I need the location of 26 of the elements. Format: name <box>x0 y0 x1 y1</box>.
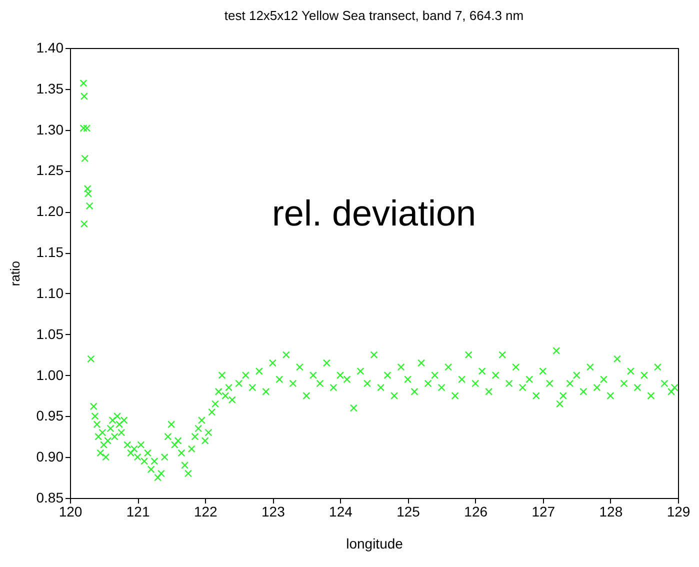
x-tick-label: 122 <box>194 504 218 520</box>
chart-title: test 12x5x12 Yellow Sea transect, band 7, 664.3 nm <box>224 8 524 23</box>
y-tick-label: 0.95 <box>36 408 64 424</box>
y-tick-label: 1.10 <box>36 284 64 301</box>
x-tick-label: 128 <box>599 504 623 520</box>
y-tick-label: 1.05 <box>36 326 64 342</box>
y-tick-label: 1.00 <box>36 366 64 383</box>
y-tick-label: 1.40 <box>36 40 64 56</box>
x-axis-title: longitude <box>346 536 404 552</box>
x-tick-label: 127 <box>532 504 556 520</box>
annotation: rel. deviation <box>272 192 476 234</box>
x-tick-label: 121 <box>126 504 150 520</box>
x-tick-label: 126 <box>464 504 488 520</box>
y-tick-label: 1.20 <box>36 203 64 220</box>
y-tick-label: 1.30 <box>36 121 64 138</box>
x-tick-label: 125 <box>396 504 420 520</box>
x-tick-label: 120 <box>58 504 82 520</box>
y-tick-label: 1.15 <box>36 244 64 260</box>
x-tick-label: 129 <box>666 504 690 520</box>
x-tick-label: 123 <box>261 504 286 520</box>
y-tick-label: 1.25 <box>36 162 64 178</box>
y-tick-label: 0.90 <box>36 448 64 465</box>
y-tick-label: 0.85 <box>36 490 64 506</box>
y-axis-title: ratio <box>7 260 22 286</box>
x-tick-label: 124 <box>329 504 353 520</box>
y-tick-label: 1.35 <box>36 80 64 96</box>
